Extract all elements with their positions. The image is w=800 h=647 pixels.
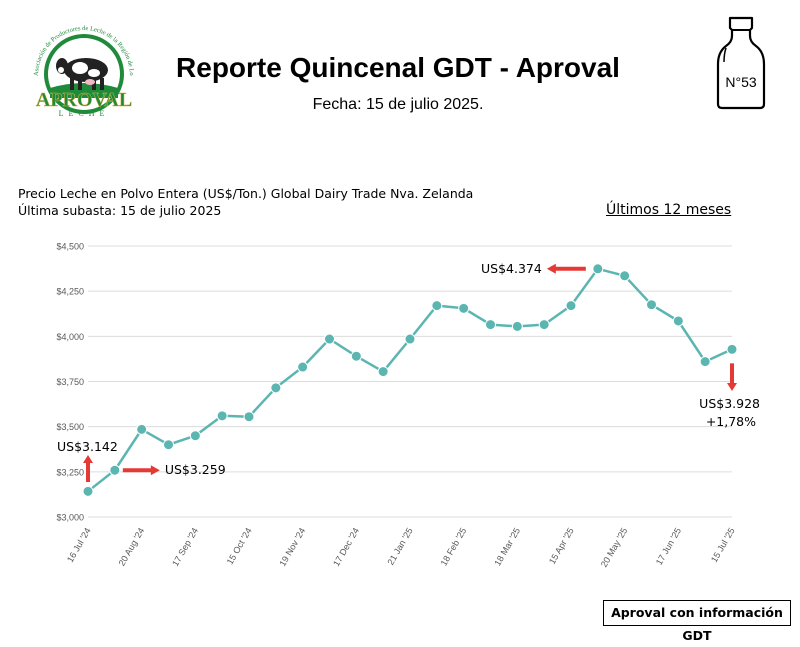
- y-tick-label: $4,500: [56, 242, 84, 252]
- data-point: [619, 270, 631, 282]
- y-tick-label: $3,000: [56, 513, 84, 523]
- y-tick-label: $3,250: [56, 467, 84, 477]
- x-tick-label: 15 Oct '24: [225, 526, 254, 566]
- data-point: [511, 320, 523, 332]
- cow-icon: [56, 58, 108, 90]
- annotation-second-price: US$3.259: [165, 462, 226, 477]
- data-point: [726, 343, 738, 355]
- y-tick-label: $3,750: [56, 377, 84, 387]
- x-tick-label: 15 Apr '25: [547, 526, 576, 566]
- report-title: Reporte Quincenal GDT - Aproval: [176, 52, 620, 83]
- data-point: [189, 430, 201, 442]
- x-tick-label: 16 Jul '24: [65, 526, 93, 564]
- arrow-last-price-head: [727, 383, 737, 391]
- x-tick-label: 18 Mar '25: [492, 526, 522, 568]
- data-point: [243, 411, 255, 423]
- x-tick-label: 17 Sep '24: [170, 526, 200, 568]
- x-tick-label: 15 Jul '25: [709, 526, 737, 564]
- x-tick-label: 19 Nov '24: [277, 526, 307, 568]
- data-point: [431, 300, 443, 312]
- chart-title: Precio Leche en Polvo Entera (US$/Ton.) …: [18, 186, 474, 201]
- data-point: [485, 319, 496, 331]
- aproval-logo: Asociación de Productores de Leche de la…: [20, 18, 135, 118]
- data-point: [672, 315, 684, 327]
- arrow-first-price-head: [83, 455, 93, 463]
- data-point: [82, 485, 94, 497]
- annotation-last-price: US$3.928: [699, 396, 760, 411]
- x-tick-label: 21 Jan '25: [385, 526, 414, 567]
- data-point: [163, 439, 174, 451]
- annotation-peak-price: US$4.374: [481, 261, 542, 276]
- milk-bottle-icon: [716, 16, 766, 110]
- data-point: [538, 319, 550, 331]
- logo-name: APROVAL: [36, 89, 132, 111]
- report-date: Fecha: 15 de julio 2025.: [312, 96, 484, 113]
- logo-subtitle: LECHE: [59, 109, 110, 118]
- data-point: [297, 361, 309, 373]
- data-point: [270, 382, 282, 394]
- data-point: [324, 333, 335, 345]
- x-tick-label: 20 May '25: [599, 526, 630, 569]
- data-point: [136, 423, 148, 435]
- arrow-peak-price-head: [546, 263, 556, 274]
- y-tick-label: $4,250: [56, 287, 84, 297]
- source-box: Aproval con información GDT: [603, 600, 791, 643]
- period-label: Últimos 12 meses: [606, 202, 732, 218]
- data-point: [109, 464, 121, 476]
- data-point: [646, 299, 657, 311]
- chart-subtitle: Última subasta: 15 de julio 2025: [18, 203, 222, 218]
- y-tick-label: $3,500: [56, 422, 84, 432]
- data-point: [458, 302, 470, 314]
- x-tick-label: 20 Aug '24: [117, 526, 147, 568]
- data-point: [565, 300, 577, 312]
- data-point: [350, 350, 362, 362]
- issue-number: N°53: [725, 74, 757, 90]
- arrow-second-price-head: [150, 465, 160, 476]
- annotation-change-pct: +1,78%: [706, 414, 756, 429]
- annotation-first-price: US$3.142: [57, 439, 118, 454]
- y-tick-label: $4,000: [56, 332, 84, 342]
- data-point: [592, 263, 604, 275]
- data-point: [404, 333, 416, 345]
- x-tick-label: 17 Dec '24: [331, 526, 361, 568]
- data-point: [216, 410, 228, 422]
- data-point: [699, 356, 711, 368]
- data-point: [377, 366, 389, 378]
- series-line: [87, 267, 733, 493]
- x-tick-label: 18 Feb '25: [439, 526, 469, 568]
- x-tick-label: 17 Jun '25: [654, 526, 683, 567]
